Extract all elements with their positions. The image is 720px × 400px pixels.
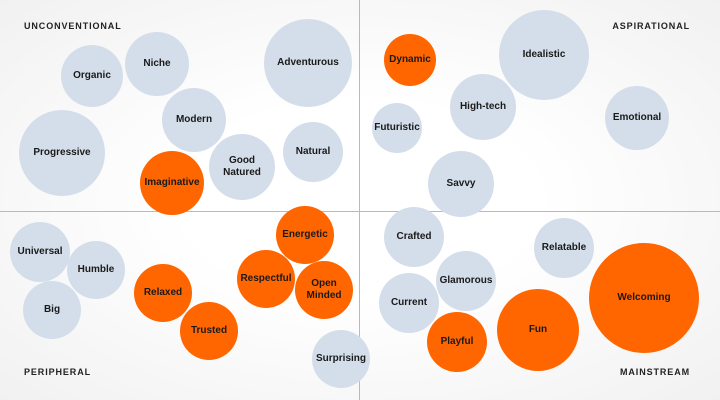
bubble-label: Progressive (33, 146, 91, 158)
bubble-label: Trusted (190, 324, 228, 336)
bubble-label: Crafted (396, 230, 432, 242)
bubble-label: Modern (175, 113, 213, 125)
bubble-label: Welcoming (617, 291, 671, 303)
bubble-label: Fun (528, 323, 548, 335)
bubble-imaginative: Imaginative (140, 151, 204, 215)
bubble-respectful: Respectful (237, 250, 295, 308)
label-aspirational: ASPIRATIONAL (612, 21, 690, 31)
bubble-good-natured: Good Natured (209, 134, 275, 200)
bubble-relatable: Relatable (534, 218, 594, 278)
bubble-savvy: Savvy (428, 151, 494, 217)
bubble-current: Current (379, 273, 439, 333)
bubble-high-tech: High-tech (450, 74, 516, 140)
bubble-label: Good Natured (223, 154, 261, 179)
bubble-big: Big (23, 281, 81, 339)
bubble-natural: Natural (283, 122, 343, 182)
bubble-label: Humble (77, 263, 115, 275)
bubble-modern: Modern (162, 88, 226, 152)
bubble-universal: Universal (10, 222, 70, 282)
bubble-label: Natural (295, 145, 331, 157)
bubble-label: Universal (17, 245, 63, 257)
bubble-fun: Fun (497, 289, 579, 371)
bubble-label: Energetic (282, 228, 328, 240)
bubble-label: Respectful (240, 272, 292, 284)
bubble-relaxed: Relaxed (134, 264, 192, 322)
bubble-label: Relaxed (143, 286, 183, 298)
bubble-label: Savvy (446, 177, 476, 189)
bubble-progressive: Progressive (19, 110, 105, 196)
bubble-label: Open Minded (306, 277, 342, 302)
bubble-label: Organic (73, 69, 111, 81)
bubble-label: Futuristic (374, 121, 420, 133)
bubble-label: Adventurous (277, 56, 339, 68)
bubble-futuristic: Futuristic (372, 103, 422, 153)
bubble-label: Big (43, 303, 61, 315)
label-peripheral: PERIPHERAL (24, 367, 92, 377)
bubble-humble: Humble (67, 241, 125, 299)
bubble-crafted: Crafted (384, 207, 444, 267)
bubble-label: Emotional (612, 111, 662, 123)
bubble-trusted: Trusted (180, 302, 238, 360)
bubble-dynamic: Dynamic (384, 34, 436, 86)
bubble-adventurous: Adventurous (264, 19, 352, 107)
bubble-label: Idealistic (522, 48, 566, 60)
bubble-playful: Playful (427, 312, 487, 372)
bubble-glamorous: Glamorous (436, 251, 496, 311)
bubble-label: High-tech (459, 100, 507, 112)
horizontal-axis-line (0, 211, 720, 212)
bubble-surprising: Surprising (312, 330, 370, 388)
vertical-axis-line (359, 0, 360, 400)
bubble-label: Current (390, 296, 428, 308)
bubble-label: Niche (143, 57, 171, 69)
bubble-label: Dynamic (389, 53, 431, 65)
bubble-label: Relatable (541, 241, 587, 253)
bubble-label: Imaginative (144, 176, 200, 188)
bubble-idealistic: Idealistic (499, 10, 589, 100)
bubble-niche: Niche (125, 32, 189, 96)
label-unconventional: UNCONVENTIONAL (24, 21, 122, 31)
bubble-organic: Organic (61, 45, 123, 107)
bubble-label: Glamorous (439, 274, 493, 286)
bubble-open-minded: Open Minded (295, 261, 353, 319)
bubble-energetic: Energetic (276, 206, 334, 264)
bubble-emotional: Emotional (605, 86, 669, 150)
bubble-label: Surprising (316, 352, 367, 364)
bubble-welcoming: Welcoming (589, 243, 699, 353)
label-mainstream: MAINSTREAM (620, 367, 690, 377)
bubble-label: Playful (440, 335, 474, 347)
